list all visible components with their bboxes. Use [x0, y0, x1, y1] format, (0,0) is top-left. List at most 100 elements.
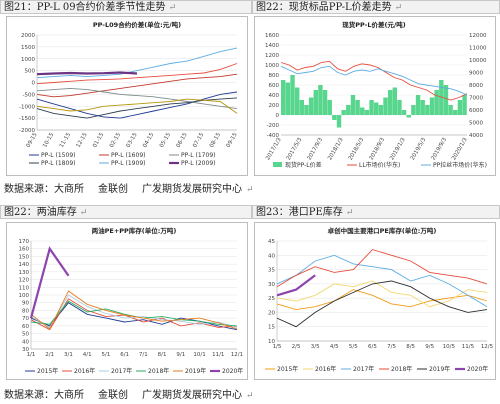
y-tick-label: -200: [267, 123, 280, 129]
y-tick-label: 40: [22, 339, 29, 345]
series-line: [30, 290, 238, 330]
spread-bar: [308, 97, 314, 115]
series-line: [30, 294, 238, 329]
chart-pp-l-spread-seasonal: PP-L09合约价差(单位:元/吨) 2000 1500 1000 500 0 -500 -1…: [6, 16, 248, 176]
x-tick-label: 2018/1/3: [327, 137, 345, 162]
y-tick-label: 1600: [265, 33, 279, 39]
y-tick-label: 1400: [265, 43, 279, 49]
x-tick-label: 2017/9/3: [307, 137, 325, 162]
y-tick-label: 200: [269, 103, 280, 109]
y-tick-label: 1500: [21, 45, 35, 51]
x-tick-label: 11-15: [59, 132, 72, 149]
spread-bar: [304, 105, 309, 115]
x-tick-label: 10/1: [193, 352, 205, 358]
spread-bar: [406, 115, 411, 118]
legend-label: PP-L (1709): [181, 152, 215, 159]
series-line: [36, 47, 238, 79]
legend-label: 2017年: [353, 365, 374, 373]
x-tick-label: 09-15: [26, 132, 39, 149]
y-tick-label: 35: [268, 268, 275, 274]
legend-label: 2015年: [277, 365, 298, 373]
series-line: [276, 289, 488, 311]
x-tick-label: 04-15: [142, 132, 155, 149]
x-tick-label: 09-15: [226, 132, 239, 149]
legend-label: 2016年: [74, 367, 95, 375]
x-tick-label: 1/1: [27, 352, 36, 358]
figure-caption-23: 图23：港口PE库存 ↵: [252, 205, 500, 219]
y-tick-label: -1500: [19, 116, 35, 122]
legend-label: 2017年: [111, 367, 132, 375]
legend-label: PP-L (1509): [41, 152, 75, 159]
y-tick-label: 140: [19, 262, 30, 268]
chart-title: 卓创中国主要港口PE库存(单位:万吨): [328, 226, 437, 235]
spread-bar: [434, 90, 439, 115]
x-tick-label: 8/5: [406, 344, 415, 350]
y-tick-label: 1000: [265, 63, 279, 69]
spread-bar: [401, 110, 407, 115]
y-tick-label: 130: [19, 270, 30, 276]
x-tick-label: 12-15: [76, 132, 89, 149]
legend-label: LL市场价(华东): [359, 161, 400, 169]
chart-spot-pp-l-spread: 现货PP-L价差(元/吨) 1600 1400 1200 1000 800 600 400 20…: [254, 16, 496, 176]
x-tick-label: 2/1: [45, 352, 54, 358]
y-tick-label: 30: [268, 282, 275, 288]
y-tick-label: -500: [23, 92, 36, 98]
x-tick-label: 12/5: [481, 344, 494, 350]
x-tick-label: 11/5: [462, 344, 475, 350]
spread-bar: [374, 102, 379, 115]
spread-bar: [294, 87, 300, 115]
y-tick-label: 2000: [21, 33, 35, 39]
y-tick-label: 110: [19, 285, 30, 291]
spread-bar: [360, 107, 365, 115]
spread-bar: [281, 80, 286, 115]
y-tick-label: 10: [268, 339, 275, 345]
price-line: [280, 60, 468, 101]
y-tick-label: 1000: [21, 57, 35, 63]
legend-label: 现货PP-L价差: [285, 161, 322, 169]
spread-bar: [378, 105, 384, 115]
x-tick-label: 6/1: [120, 352, 129, 358]
series-line: [36, 98, 238, 114]
x-tick-label: 10-15: [42, 132, 55, 149]
legend-label: 2020年: [222, 367, 243, 375]
x-tick-label: 10/5: [443, 344, 456, 350]
y-tick-label: 20: [268, 310, 275, 316]
x-tick-label: 3/5: [311, 344, 320, 350]
x-tick-label: 7/5: [387, 344, 396, 350]
spread-bar: [429, 97, 435, 115]
x-tick-label: 11/1: [212, 352, 224, 358]
chart-port-pe-inventory: 卓创中国主要港口PE库存(单位:万吨) 45 40 35 30 25 20 15 10 1/5 2/…: [254, 222, 496, 380]
y-tick-label: 160: [19, 247, 30, 253]
chart-title: PP-L09合约价差(单位:元/吨): [93, 20, 181, 29]
y-tick-label: 0: [276, 113, 280, 119]
chart-3-svg: 两油PE+PP库存(单位:万吨)170160150140130120110100…: [19, 226, 244, 375]
x-tick-label: 12/1: [231, 352, 243, 358]
chart-4-svg: 卓创中国主要港口PE库存(单位:万吨) 45 40 35 30 25 20 15 101/5 2/…: [265, 226, 494, 373]
y-tick-label: -1000: [19, 104, 35, 110]
series-line: [29, 246, 70, 319]
spread-bar: [457, 100, 463, 115]
legend-label: PP-L (2009): [181, 160, 215, 167]
spread-bar: [443, 85, 449, 115]
y-tick-label: -2000: [19, 128, 35, 134]
y-tick-label: 1200: [265, 53, 279, 59]
spread-bar: [392, 87, 398, 115]
chart-title: 现货PP-L价差(元/吨): [342, 20, 406, 29]
x-tick-label: 07-15: [192, 132, 205, 149]
legend-label: PP-L (1609): [111, 152, 145, 159]
x-tick-label: 2020/1/3: [451, 137, 469, 162]
spread-bar: [290, 75, 295, 115]
spread-bar: [453, 110, 458, 115]
spread-bar: [350, 95, 356, 115]
x-tick-label: 5/1: [101, 352, 110, 358]
series-line: [36, 87, 238, 110]
chart-two-oil-inventory: 两油PE+PP库存(单位:万吨) 170 160 150 140 130 120 110 100…: [6, 222, 248, 380]
spread-bar: [387, 90, 393, 115]
price-line: [280, 65, 468, 96]
spread-bar: [364, 110, 370, 115]
series-line: [36, 63, 238, 85]
series-line: [276, 254, 488, 308]
x-tick-label: 1/5: [273, 344, 282, 350]
source-line-top: 数据来源：大商所 金联创 广发期货发展研究中心 ↵: [4, 184, 254, 195]
